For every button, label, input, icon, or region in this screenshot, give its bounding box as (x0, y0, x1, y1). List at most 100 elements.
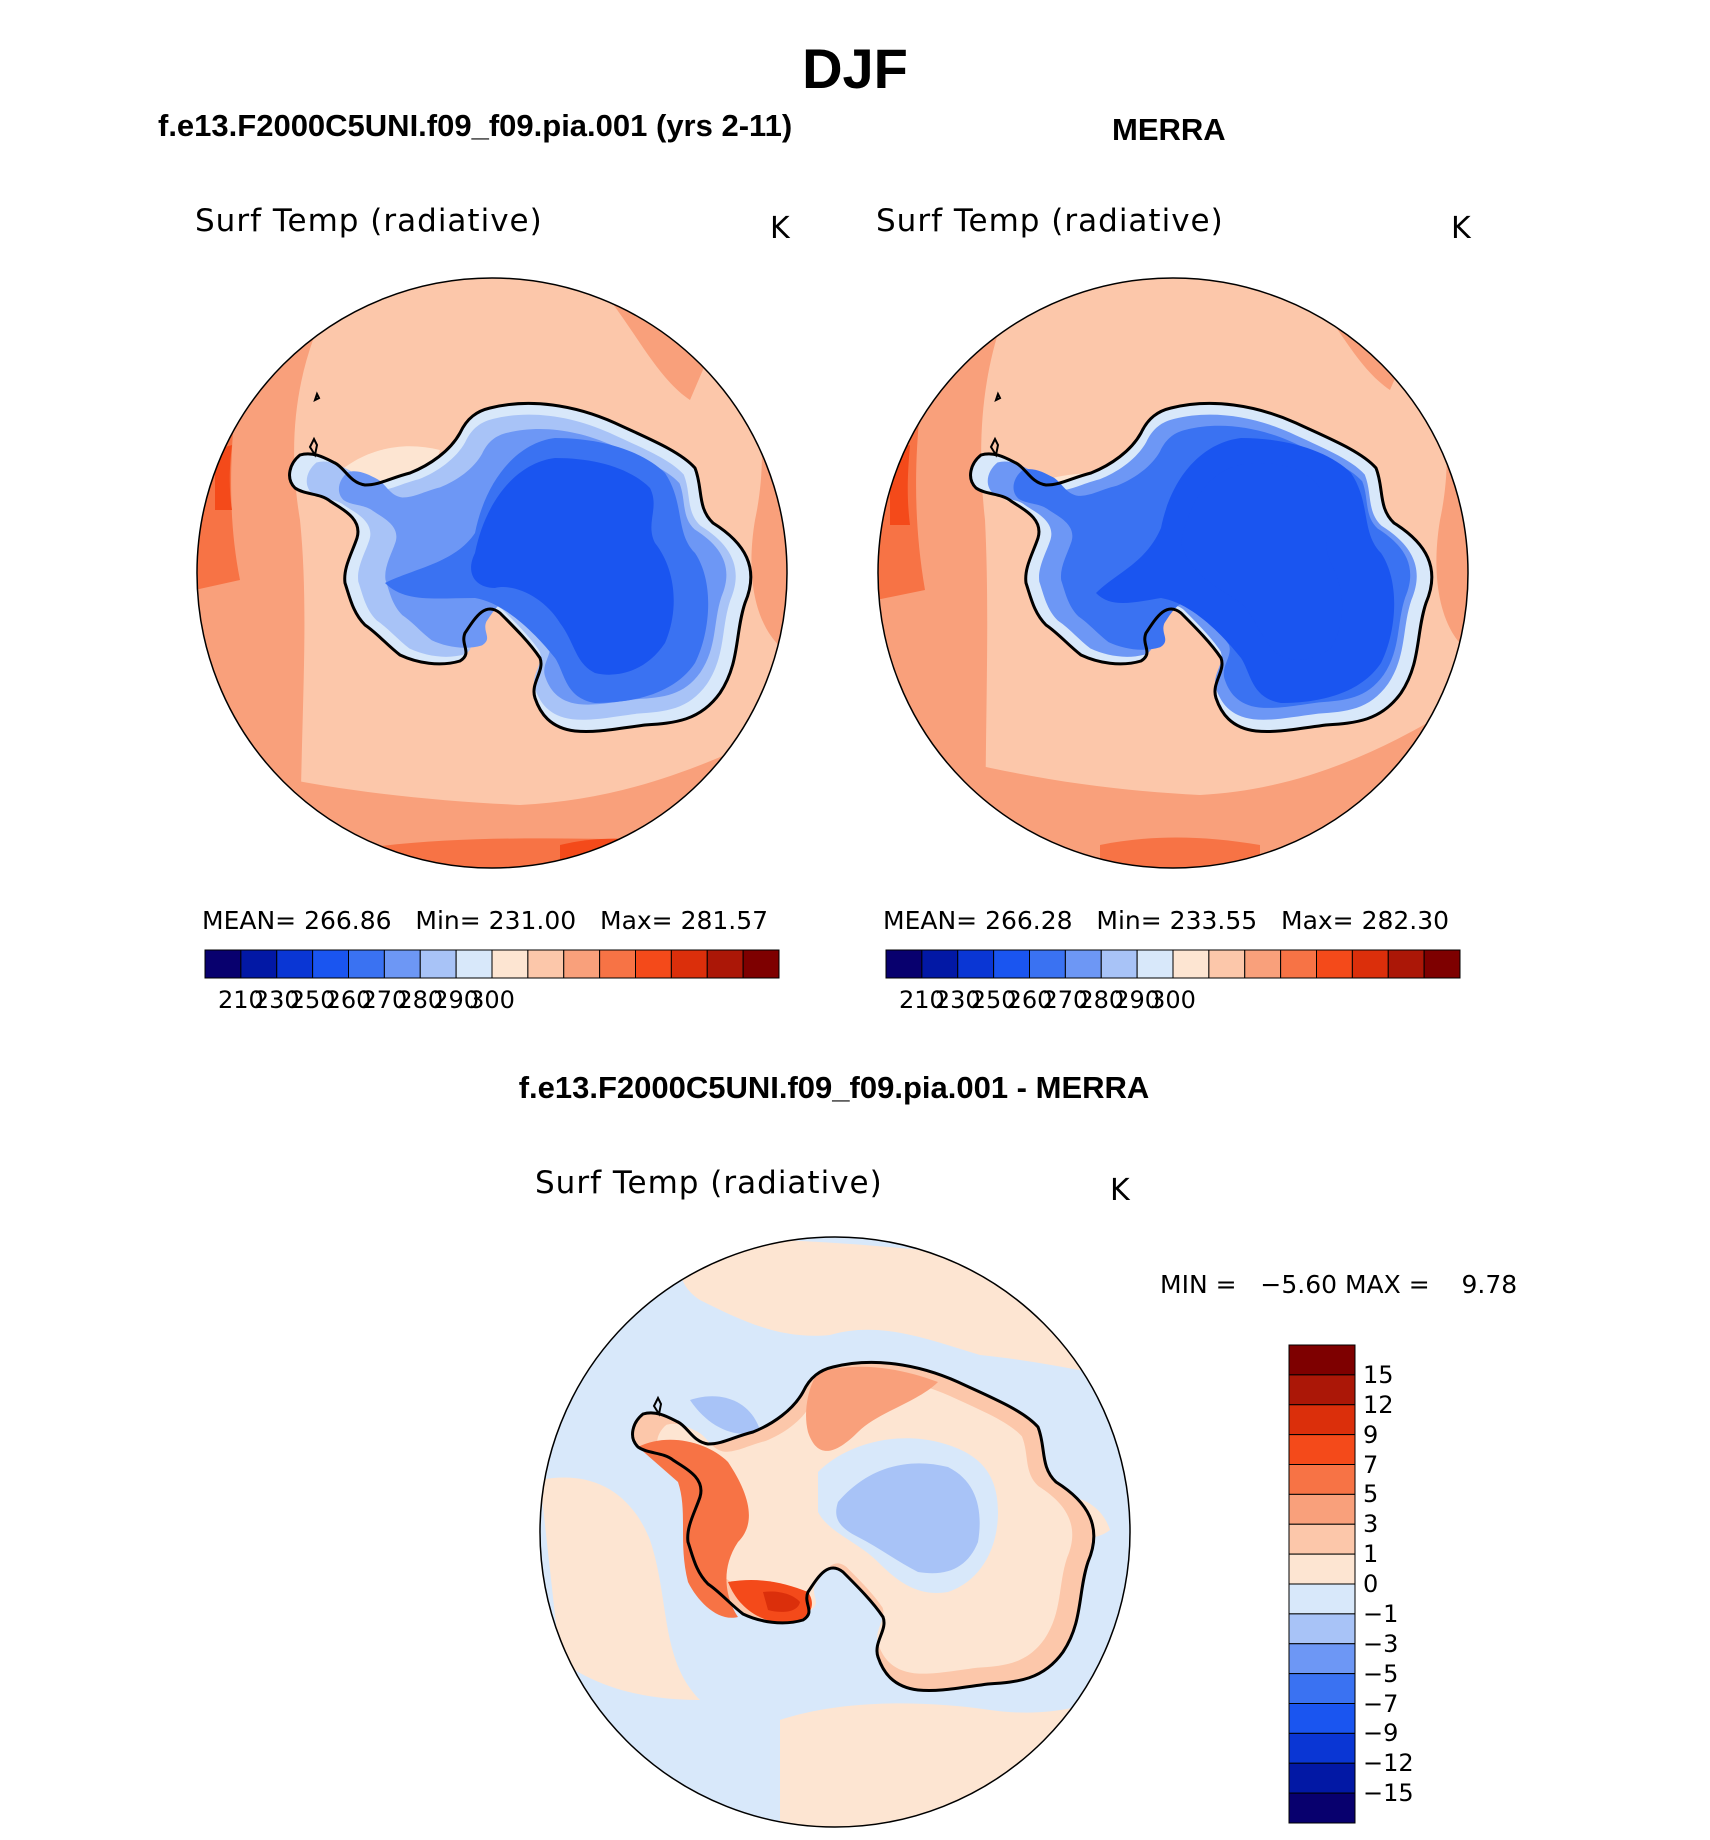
colorbar-tick-label: 12 (1363, 1390, 1394, 1419)
panel-2-map-border (877, 277, 1469, 869)
colorbar-swatch (1288, 1523, 1356, 1555)
colorbar-tick-label: 210 (217, 986, 264, 1014)
colorbar-swatch (276, 949, 314, 979)
colorbar-tick-label: 270 (1042, 986, 1089, 1014)
colorbar-swatch (1288, 1553, 1356, 1585)
colorbar-swatch (1244, 949, 1282, 979)
colorbar-tick-label: 9 (1363, 1420, 1379, 1449)
diff-units: K (1110, 1173, 1130, 1208)
colorbar-tick-label: −9 (1363, 1719, 1399, 1748)
colorbar-swatch (1423, 949, 1461, 979)
panel-1-header: f.e13.F2000C5UNI.f09_f09.pia.001 (yrs 2-… (158, 108, 793, 143)
colorbar-swatch (1351, 949, 1389, 979)
colorbar-swatch (1288, 1374, 1356, 1406)
colorbar-tick-label: 7 (1363, 1450, 1379, 1479)
colorbar-swatch (1136, 949, 1174, 979)
colorbar-swatch (1288, 1732, 1356, 1764)
colorbar-tick-label: 260 (325, 986, 372, 1014)
colorbar-tick-label: 270 (361, 986, 408, 1014)
colorbar-swatch (527, 949, 565, 979)
panel-2-mean-label: MEAN= (883, 906, 978, 935)
colorbar-swatch (635, 949, 672, 979)
colorbar-swatch (491, 949, 529, 979)
colorbar-tick-label: 300 (1150, 986, 1196, 1014)
colorbar-tick-label: 290 (433, 986, 480, 1014)
colorbar-tick-label: 290 (1114, 986, 1161, 1014)
colorbar-tick-label: 210 (898, 986, 945, 1014)
colorbar-tick-label: 5 (1363, 1480, 1379, 1509)
colorbar-swatch (1288, 1493, 1356, 1525)
colorbar-tick-label: 15 (1363, 1360, 1394, 1389)
colorbar-tick-label: −1 (1363, 1599, 1399, 1628)
colorbar-swatch (1288, 1762, 1356, 1794)
colorbar-swatch (1288, 1643, 1356, 1675)
panel-2-map (878, 278, 1468, 868)
colorbar-swatch (1316, 949, 1353, 979)
colorbar-swatch (599, 949, 636, 979)
colorbar-tick-label: −5 (1363, 1659, 1399, 1688)
panel-1-max-label: Max= (600, 906, 673, 935)
colorbar-swatch (1288, 1673, 1356, 1704)
colorbar-tick-label: −12 (1363, 1749, 1414, 1778)
colorbar-swatch (706, 949, 744, 979)
colorbar-swatch (1288, 1434, 1356, 1465)
diff-min-label: MIN = (1160, 1270, 1237, 1299)
colorbar-tick-label: 250 (970, 986, 1017, 1014)
colorbar-swatch (383, 949, 421, 979)
diff-colorbar (1288, 1344, 1356, 1824)
colorbar-swatch (1387, 949, 1425, 979)
diff-min-max: MIN = −5.60 MAX = 9.78 (1160, 1270, 1517, 1299)
panel-1-map-border (196, 277, 788, 869)
colorbar-swatch (1288, 1613, 1356, 1645)
colorbar-tick-label: 280 (397, 986, 444, 1014)
panel-1-mean: 266.86 (304, 906, 392, 935)
diff-max-label: MAX = (1344, 1270, 1430, 1299)
colorbar-swatch (455, 949, 493, 979)
diff-map (540, 1237, 1130, 1827)
panel-1-map (197, 278, 787, 868)
colorbar-tick-label: 0 (1363, 1570, 1379, 1598)
colorbar-tick-label: −7 (1363, 1689, 1399, 1718)
panel-1-units: K (770, 211, 790, 246)
colorbar-swatch (1280, 949, 1317, 979)
colorbar-swatch (348, 949, 385, 979)
colorbar-tick-label: 3 (1363, 1510, 1379, 1539)
panel-2-units: K (1451, 211, 1471, 246)
colorbar-swatch (921, 949, 959, 979)
panel-2-colorbar (885, 949, 1461, 979)
colorbar-swatch (1172, 949, 1210, 979)
colorbar-tick-label: 250 (289, 986, 336, 1014)
panel-2-min-label: Min= (1096, 906, 1162, 935)
panel-2-variable-title: Surf Temp (radiative) (876, 203, 1224, 239)
colorbar-tick-label: 1 (1363, 1540, 1379, 1569)
colorbar-tick-label: −15 (1363, 1779, 1414, 1808)
panel-1-stats: MEAN= 266.86 Min= 231.00 Max= 281.57 (202, 906, 768, 935)
colorbar-tick-label: 300 (469, 986, 515, 1014)
colorbar-tick-label: 230 (253, 986, 300, 1014)
colorbar-swatch (1288, 1583, 1356, 1615)
panel-2-min: 233.55 (1169, 906, 1258, 935)
diff-min: −5.60 (1260, 1270, 1338, 1299)
panel-1-mean-label: MEAN= (202, 906, 297, 935)
panel-1-max: 281.57 (680, 906, 769, 935)
diff-panel-header: f.e13.F2000C5UNI.f09_f09.pia.001 - MERRA (518, 1070, 1150, 1105)
diff-map-border (539, 1236, 1131, 1828)
colorbar-tick-label: 260 (1006, 986, 1053, 1014)
colorbar-tick-label: 280 (1078, 986, 1125, 1014)
colorbar-swatch (419, 949, 457, 979)
colorbar-swatch (1208, 949, 1246, 979)
panel-2-header: MERRA (1112, 112, 1226, 147)
colorbar-swatch (885, 949, 923, 979)
colorbar-swatch (240, 949, 278, 979)
colorbar-swatch (1288, 1344, 1356, 1376)
colorbar-swatch (1288, 1404, 1356, 1436)
colorbar-swatch (312, 949, 349, 979)
diff-max: 9.78 (1461, 1270, 1518, 1299)
figure-title: DJF (802, 37, 908, 100)
colorbar-swatch (563, 949, 601, 979)
colorbar-swatch (742, 949, 780, 979)
panel-1-colorbar (204, 949, 780, 979)
colorbar-tick-label: 230 (934, 986, 981, 1014)
panel-1-variable-title: Surf Temp (radiative) (195, 203, 543, 239)
